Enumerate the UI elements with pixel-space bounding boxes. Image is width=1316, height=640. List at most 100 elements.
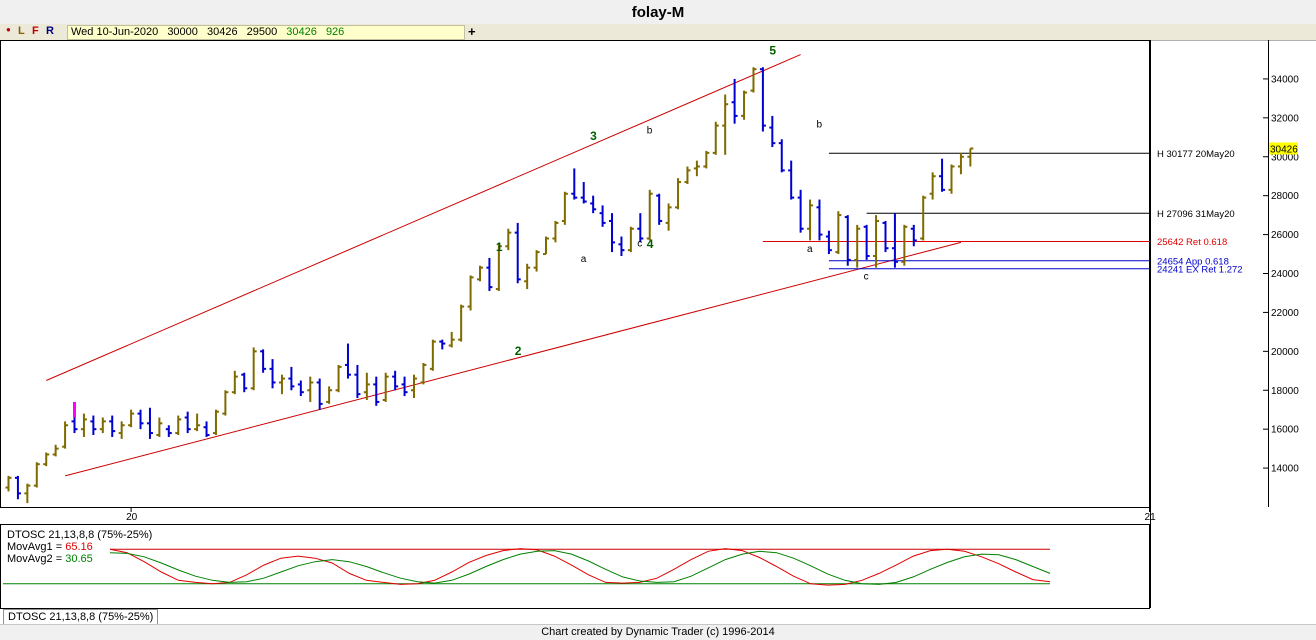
price-tick-label: 16000 — [1271, 425, 1299, 436]
ohlc-bar — [873, 215, 880, 268]
ohlc-bar — [844, 215, 851, 266]
r-button[interactable]: R — [46, 25, 54, 37]
ohlc-bar — [769, 115, 776, 148]
ohlc-bar — [863, 224, 870, 260]
ohlc-bar — [335, 364, 342, 393]
osc-ma2-line — [109, 550, 1051, 585]
f-button[interactable]: F — [32, 25, 39, 37]
ohlc-bar — [571, 168, 578, 200]
ohlc-bar — [816, 199, 823, 241]
ohlc-bar — [52, 444, 59, 457]
ohlc-bar — [665, 203, 672, 231]
ohlc-bar — [599, 205, 606, 227]
wave-label: b — [816, 120, 822, 131]
ohlc-bar — [967, 147, 974, 167]
channel-line — [64, 241, 962, 477]
ohlc-bar — [750, 67, 757, 93]
level-label: H 27096 31May20 — [1157, 209, 1235, 220]
ohlc-bar — [344, 343, 351, 379]
ma1-label: MovAvg1 = — [7, 541, 66, 553]
ohlc-bar — [118, 421, 125, 439]
oscillator-tab[interactable]: DTOSC 21,13,8,8 (75%-25%) — [3, 609, 159, 625]
ohlc-bar — [590, 195, 597, 214]
ohlc-bar — [477, 265, 483, 282]
ma1-readout: MovAvg1 = 65.16 — [7, 541, 152, 553]
add-button[interactable]: + — [468, 24, 476, 39]
ohlc-bar — [939, 158, 946, 192]
osc-ma1-line — [109, 548, 1051, 586]
ohlc-bar — [5, 475, 12, 492]
ohlc-bar — [316, 378, 323, 410]
ohlc-bar — [354, 364, 361, 399]
ohlc-bar — [835, 211, 842, 255]
ohlc-bar — [495, 244, 502, 292]
last-price-label: 30426 — [1270, 144, 1298, 155]
ohlc-bar — [618, 236, 625, 256]
ohlc-bar — [854, 224, 861, 268]
ohlc-bar — [137, 409, 144, 430]
ohlc-bar — [175, 415, 182, 436]
bar-volume: 926 — [325, 26, 345, 38]
ohlc-bar — [580, 182, 587, 204]
bar-open: 30000 — [167, 26, 198, 38]
ohlc-bar — [184, 411, 191, 434]
ohlc-bar — [401, 376, 408, 397]
price-tick-label: 32000 — [1271, 113, 1299, 124]
ohlc-bar — [14, 475, 21, 500]
ohlc-bar — [882, 220, 889, 253]
oscillator-legend: DTOSC 21,13,8,8 (75%-25%) MovAvg1 = 65.1… — [7, 529, 152, 565]
ohlc-bar — [684, 166, 691, 184]
bar-low: 29500 — [246, 26, 278, 38]
ohlc-bar — [920, 195, 927, 241]
ohlc-bar — [241, 372, 248, 393]
price-tick-label: 26000 — [1271, 230, 1299, 241]
ohlc-bar — [797, 189, 804, 233]
ma2-label: MovAvg2 = — [7, 553, 66, 565]
ohlc-bar — [156, 417, 163, 437]
bar-close: 30426 — [286, 26, 317, 38]
level-label: 24241 EX Ret 1.272 — [1157, 264, 1243, 275]
level-label: 25642 Ret 0.618 — [1157, 237, 1227, 248]
ohlc-bar — [891, 213, 898, 268]
level-label: H 30177 20May20 — [1157, 149, 1235, 160]
time-tick-label: 21 — [1145, 512, 1157, 523]
toolbar-corner — [1295, 24, 1316, 40]
ohlc-bar — [627, 226, 634, 253]
ohlc-bar — [741, 90, 748, 120]
wave-label: c — [864, 271, 869, 282]
toolbar: ● L F R Wed 10-Jun-2020 30000 30426 2950… — [0, 24, 1316, 41]
wave-label: 1 — [496, 240, 503, 254]
ohlc-bar — [703, 150, 710, 169]
ohlc-bar — [382, 372, 389, 402]
ohlc-bar — [514, 222, 521, 284]
ohlc-bar — [297, 380, 304, 397]
window-title: folay-M — [0, 0, 1316, 24]
ohlc-bar — [410, 374, 417, 399]
ma2-value: 30.65 — [65, 553, 93, 565]
ohlc-bar — [165, 425, 172, 437]
ohlc-bar — [957, 152, 964, 175]
oscillator-pane-frame — [0, 524, 1150, 609]
ma2-readout: MovAvg2 = 30.65 — [7, 553, 152, 565]
ohlc-bar — [552, 220, 559, 243]
ohlc-bar — [561, 191, 568, 225]
price-tick-label: 20000 — [1271, 347, 1299, 358]
ohlc-bar — [533, 250, 540, 272]
ohlc-bar — [948, 164, 955, 194]
price-pane-frame — [0, 40, 1150, 508]
ohlc-bar — [505, 228, 512, 251]
price-tick-label: 22000 — [1271, 308, 1299, 319]
ohlc-bar — [759, 67, 766, 132]
ohlc-bar — [392, 370, 399, 391]
ohlc-bar — [901, 224, 908, 266]
l-button[interactable]: L — [18, 25, 25, 37]
ohlc-bar — [656, 193, 663, 225]
wave-label: a — [807, 244, 813, 255]
ohlc-readout: Wed 10-Jun-2020 30000 30426 29500 30426 … — [67, 25, 465, 40]
dot-icon[interactable]: ● — [6, 25, 11, 34]
ohlc-bar — [429, 339, 436, 371]
ohlc-bar — [363, 372, 370, 400]
ohlc-bar — [109, 415, 116, 437]
oscillator-title: DTOSC 21,13,8,8 (75%-25%) — [7, 529, 153, 541]
